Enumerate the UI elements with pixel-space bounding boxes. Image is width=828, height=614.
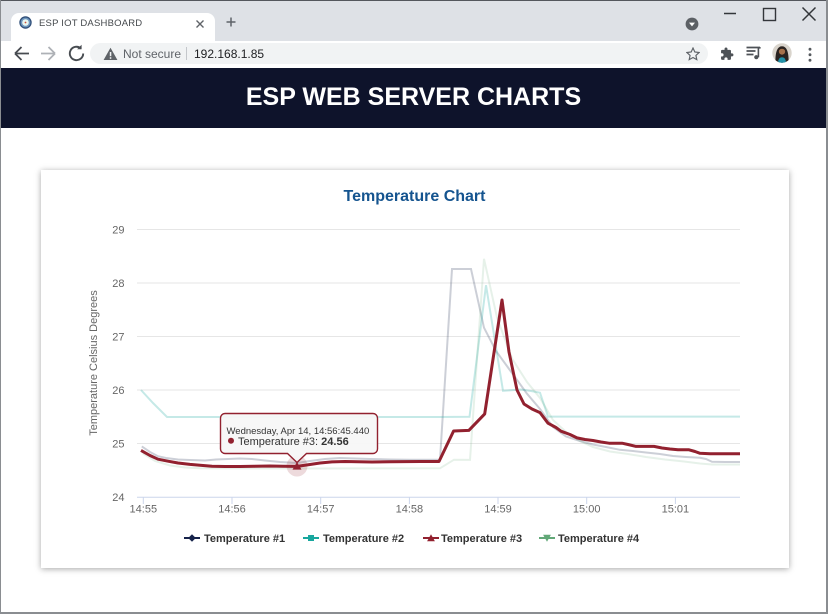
svg-text:26: 26 xyxy=(112,385,124,397)
svg-text:Temperature #3: 24.56: Temperature #3: 24.56 xyxy=(238,436,349,448)
svg-text:29: 29 xyxy=(112,225,124,237)
svg-text:14:58: 14:58 xyxy=(396,504,424,516)
svg-text:14:59: 14:59 xyxy=(484,504,512,516)
svg-text:28: 28 xyxy=(112,278,124,290)
svg-text:14:55: 14:55 xyxy=(130,504,158,516)
svg-text:Temperature #4: Temperature #4 xyxy=(558,533,640,545)
svg-text:25: 25 xyxy=(112,439,124,451)
svg-text:15:00: 15:00 xyxy=(573,504,601,516)
svg-text:27: 27 xyxy=(112,332,124,344)
svg-text:15:01: 15:01 xyxy=(662,504,690,516)
svg-text:Wednesday, Apr 14, 14:56:45.44: Wednesday, Apr 14, 14:56:45.440 xyxy=(227,426,370,437)
svg-text:14:56: 14:56 xyxy=(218,504,246,516)
svg-text:Temperature Celsius Degrees: Temperature Celsius Degrees xyxy=(88,290,100,436)
svg-text:Temperature #2: Temperature #2 xyxy=(323,533,404,545)
svg-text:Temperature #1: Temperature #1 xyxy=(204,533,285,545)
svg-text:24: 24 xyxy=(112,492,124,504)
svg-text:Temperature Chart: Temperature Chart xyxy=(344,188,487,205)
svg-text:14:57: 14:57 xyxy=(307,504,335,516)
svg-text:Temperature #3: Temperature #3 xyxy=(441,533,522,545)
